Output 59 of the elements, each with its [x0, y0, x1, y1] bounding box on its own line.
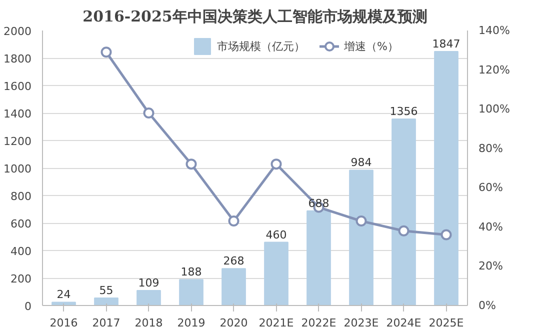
point [440, 229, 452, 240]
point [100, 46, 112, 58]
x-tick-label: 2023E [344, 316, 379, 330]
y-tick-label: 2000 [4, 25, 32, 38]
point [270, 158, 282, 170]
data-label: 1356 [390, 105, 418, 118]
y2-tick-label: 0% [478, 299, 496, 312]
y-tick-label: 200 [10, 272, 32, 286]
chart-title: 2016-2025年中国决策类人工智能市场规模及预测 [82, 8, 428, 26]
point [228, 216, 240, 227]
bar [94, 297, 118, 306]
legend-label: 增速（%） [344, 38, 398, 54]
data-label: 188 [180, 266, 202, 279]
data-label: 24 [56, 288, 71, 302]
y-tick-label: 400 [10, 245, 32, 258]
y2-tick-label: 60% [478, 181, 503, 194]
bar [222, 268, 246, 306]
x-tick-label: 2018 [134, 316, 163, 330]
y2-tick-label: 140% [478, 24, 510, 37]
data-label: 268 [223, 254, 244, 268]
bar [306, 210, 331, 306]
data-label: 109 [138, 276, 160, 290]
bar [52, 302, 76, 306]
y2-tick-label: 120% [478, 63, 510, 76]
y-tick-label: 1400 [4, 108, 32, 120]
bar [349, 170, 374, 306]
data-label: 55 [99, 284, 114, 297]
data-label: 984 [350, 156, 372, 170]
bar [392, 118, 416, 306]
x-tick-label: 2022E [301, 316, 336, 330]
y-tick-label: 0 [24, 300, 32, 313]
bar [264, 242, 288, 306]
point [398, 225, 410, 236]
y-tick-label: 1200 [4, 135, 32, 148]
point [356, 216, 367, 227]
legend-label: 市场规模（亿元） [217, 38, 305, 54]
data-label: 1847 [432, 38, 460, 51]
x-tick-label: 2025E [428, 316, 464, 330]
bar [179, 279, 204, 306]
point [143, 108, 154, 118]
x-tick-label: 2017 [92, 316, 120, 330]
y-tick-label: 1600 [4, 80, 32, 93]
y2-tick-label: 80% [478, 142, 503, 155]
y-tick-label: 800 [10, 190, 32, 203]
y2-tick-label: 40% [478, 220, 503, 234]
x-tick-label: 2019 [177, 316, 206, 330]
data-label: 460 [266, 228, 287, 242]
x-tick-label: 2020 [220, 316, 248, 330]
y2-tick-label: 20% [478, 260, 503, 273]
y-tick-label: 1000 [4, 162, 32, 176]
x-tick-label: 2016 [50, 316, 78, 330]
y-tick-label: 600 [10, 218, 32, 230]
y-tick-label: 1800 [4, 52, 32, 66]
y2-tick-label: 100% [478, 102, 510, 116]
bar [136, 290, 161, 306]
x-tick-label: 2024E [386, 316, 422, 330]
bar [434, 51, 458, 306]
x-tick-label: 2021E [258, 316, 294, 330]
point [186, 158, 197, 170]
